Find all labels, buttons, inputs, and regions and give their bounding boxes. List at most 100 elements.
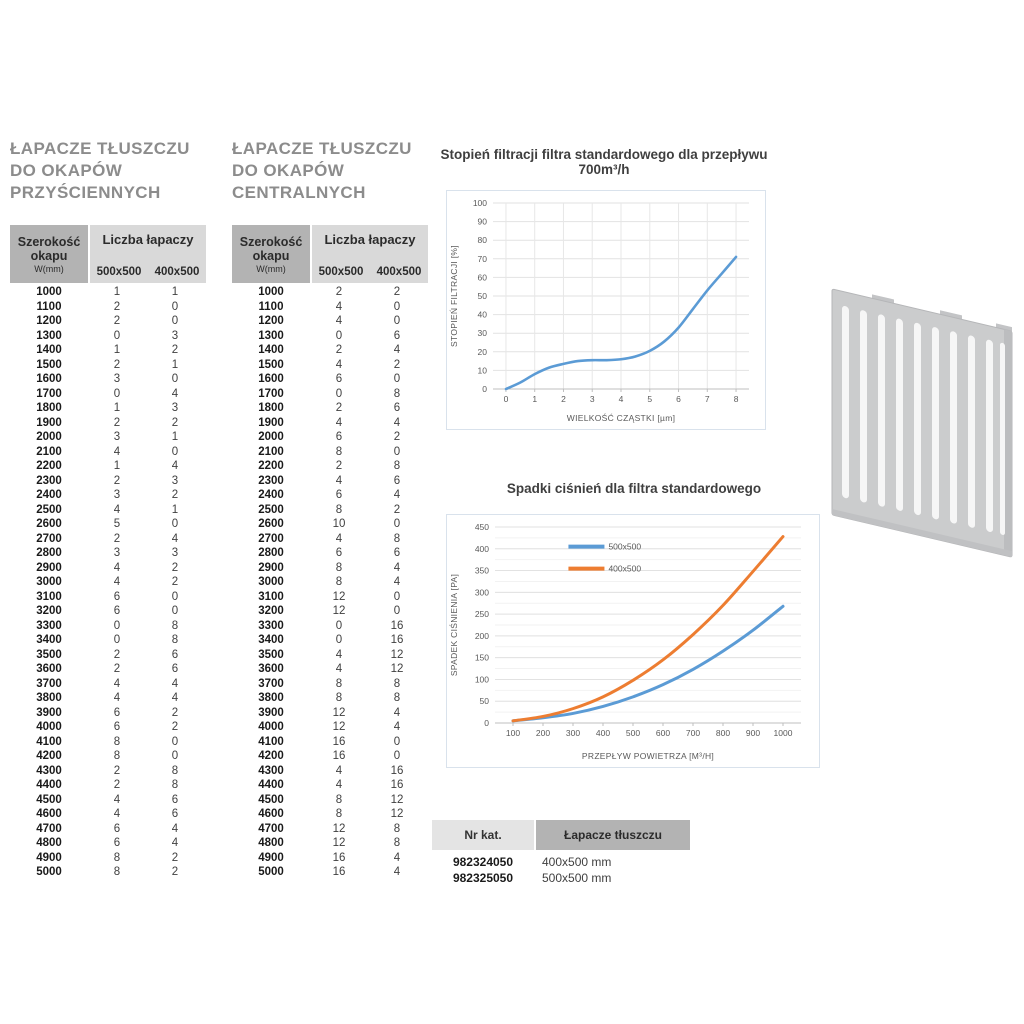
- table-cell: 2: [113, 648, 121, 661]
- table-row: 3600 4 12: [232, 662, 428, 677]
- svg-text:300: 300: [475, 587, 489, 597]
- svg-text:5: 5: [647, 394, 652, 404]
- table-cell: 1: [113, 286, 121, 299]
- table-cell: 4: [393, 416, 401, 429]
- table-cell: 4: [393, 721, 401, 734]
- table-body-wall: 1000 1 1 1100 2 0 1200 2 0 1300 0 3 1400 1 2 1500 2 1 1600…: [10, 285, 206, 880]
- table-row: 3400 0 8: [10, 633, 206, 648]
- col-header-400x500: 400x500: [376, 266, 422, 278]
- table-cell: 1100: [258, 300, 284, 313]
- table-grease-catchers-central: ŁAPACZE TŁUSZCZU DO OKAPÓW CENTRALNYCH S…: [232, 138, 428, 880]
- table-cell: 2600: [36, 518, 62, 531]
- svg-text:50: 50: [480, 696, 490, 706]
- table-cell: 8: [393, 387, 401, 400]
- table-cell: 3600: [36, 663, 62, 676]
- table-cell: 2: [171, 489, 179, 502]
- table-cell: 1500: [258, 358, 284, 371]
- table-header: Szerokość okapu W(mm) Liczba łapaczy 500…: [10, 225, 206, 283]
- table-cell: 2: [113, 764, 121, 777]
- table-cell: 6: [393, 329, 401, 342]
- svg-text:7: 7: [705, 394, 710, 404]
- svg-text:40: 40: [478, 310, 488, 320]
- table-cell: 4: [113, 692, 121, 705]
- svg-text:0: 0: [504, 394, 509, 404]
- table-cell: 0: [171, 518, 179, 531]
- table-row: 5000 8 2: [10, 865, 206, 880]
- svg-text:100: 100: [475, 674, 489, 684]
- table-row: 4400 4 16: [232, 778, 428, 793]
- table-cell: 4: [171, 460, 179, 473]
- table-row: 1300 0 6: [232, 329, 428, 344]
- table-cell: 3400: [36, 634, 62, 647]
- table-cell: 2: [113, 663, 121, 676]
- table-cell: 0: [171, 590, 179, 603]
- table-cell: 8: [113, 735, 121, 748]
- table-cell: 1800: [258, 402, 284, 415]
- table-row: 3700 8 8: [232, 677, 428, 692]
- table-cell: 16: [332, 866, 346, 879]
- table-cell: 0: [171, 605, 179, 618]
- table-cell: 4: [335, 416, 343, 429]
- table-cell: 2: [335, 286, 343, 299]
- table-cell: 1300: [258, 329, 284, 342]
- table-cell: 3: [113, 547, 121, 560]
- table-cell: 4: [171, 387, 179, 400]
- table-cell: 3300: [36, 619, 62, 632]
- table-cell: 2: [113, 358, 121, 371]
- table-cell: 0: [171, 315, 179, 328]
- table-cell: 4: [335, 300, 343, 313]
- table-row: 1200 2 0: [10, 314, 206, 329]
- table-cell: 8: [171, 634, 179, 647]
- table-cell: 4400: [36, 779, 62, 792]
- table-cell: 6: [393, 474, 401, 487]
- table-cell: 3200: [36, 605, 62, 618]
- table-cell: 4: [393, 851, 401, 864]
- svg-text:700: 700: [686, 728, 700, 738]
- table-cell: 2500: [258, 503, 284, 516]
- table-row: 3700 4 4: [10, 677, 206, 692]
- table-cell: 1700: [258, 387, 284, 400]
- table-cell: 6: [113, 837, 121, 850]
- table-cell: 16: [332, 750, 346, 763]
- table-cell: 1900: [258, 416, 284, 429]
- svg-text:400x500: 400x500: [608, 564, 641, 574]
- table-cell: 0: [113, 387, 121, 400]
- table-cell: 0: [171, 300, 179, 313]
- table-cell: 12: [390, 663, 404, 676]
- table-cell: 1500: [36, 358, 62, 371]
- table-cell: 12: [332, 822, 346, 835]
- table-cell: 3800: [258, 692, 284, 705]
- table-cell: 6: [335, 373, 343, 386]
- table-row: 4700 6 4: [10, 822, 206, 837]
- col-header-400x500: 400x500: [154, 266, 200, 278]
- table-cell: 2: [171, 706, 179, 719]
- table-row: 4100 8 0: [10, 735, 206, 750]
- filtration-chart-canvas: 0 10 20 30 40 50 60 70 80 90 100 0 1 2 3 4 5 6 7 8 WIELKOŚĆ …: [449, 198, 749, 423]
- table-cell: 1800: [36, 402, 62, 415]
- table-cell: 400x500 mm: [542, 855, 612, 869]
- table-row: 1900 2 2: [10, 416, 206, 431]
- table-cell: 1200: [258, 315, 284, 328]
- table-cell: 4: [335, 315, 343, 328]
- table-row: 2100 4 0: [10, 445, 206, 460]
- table-cell: 8: [335, 561, 343, 574]
- table-cell: 8: [335, 808, 343, 821]
- table-cell: 6: [113, 721, 121, 734]
- svg-text:0: 0: [484, 718, 489, 728]
- table-cell: 12: [332, 605, 346, 618]
- table-row: 1400 2 4: [232, 343, 428, 358]
- table-cell: 8: [171, 764, 179, 777]
- svg-text:250: 250: [475, 609, 489, 619]
- svg-text:500: 500: [626, 728, 640, 738]
- table-cell: 2: [335, 344, 343, 357]
- table-row: 2100 8 0: [232, 445, 428, 460]
- table-cell: 2100: [258, 445, 284, 458]
- table-cell: 1600: [258, 373, 284, 386]
- table-row: 4500 4 6: [10, 793, 206, 808]
- table-cell: 2: [113, 474, 121, 487]
- svg-text:100: 100: [473, 198, 487, 208]
- table-cell: 1600: [36, 373, 62, 386]
- chart-title-filtration: Stopień filtracji filtra standardowego d…: [440, 147, 768, 177]
- table-cell: 6: [113, 605, 121, 618]
- table-cell: 4: [393, 866, 401, 879]
